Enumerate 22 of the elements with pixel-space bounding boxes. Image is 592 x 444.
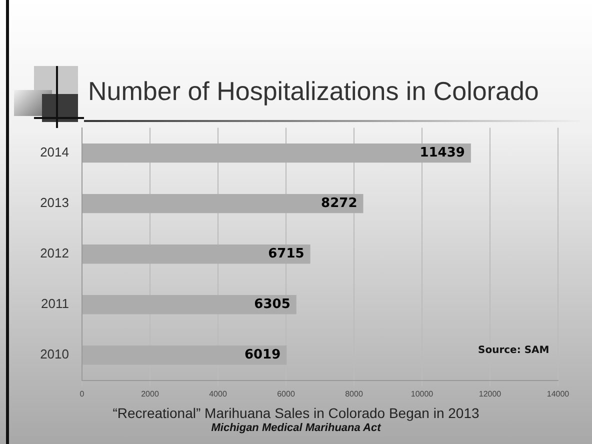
- text: Michigan Medical Marihuana Act: [210, 422, 382, 434]
- x-tick-label: 14000: [546, 389, 570, 398]
- data-label: 8272: [321, 196, 358, 211]
- x-tick-label: 6000: [277, 389, 296, 398]
- data-label: 6305: [254, 296, 290, 312]
- x-tick-label: 10000: [410, 389, 434, 398]
- y-tick-label: 2011: [41, 296, 69, 312]
- x-tick-label: 12000: [478, 389, 502, 398]
- x-tick-label: 0: [80, 389, 85, 398]
- data-label: 6019: [244, 348, 281, 363]
- annotation: Source: SAM: [478, 345, 550, 356]
- y-tick-label: 2013: [40, 195, 69, 210]
- x-tick-label: 2000: [141, 389, 160, 398]
- y-tick-label: 2012: [40, 246, 69, 261]
- y-tick-label: 2010: [40, 346, 69, 362]
- x-tick-label: 4000: [209, 389, 228, 398]
- x-tick-label: 8000: [345, 389, 364, 398]
- data-label: 11439: [420, 145, 465, 160]
- y-tick-label: 2014: [40, 144, 69, 160]
- data-label: 6715: [268, 246, 304, 262]
- chart-title: Number of Hospitalizations in Colorado: [88, 76, 539, 107]
- text: “Recreational” Marihuana Sales in Colorado Began in 2013: [112, 405, 480, 421]
